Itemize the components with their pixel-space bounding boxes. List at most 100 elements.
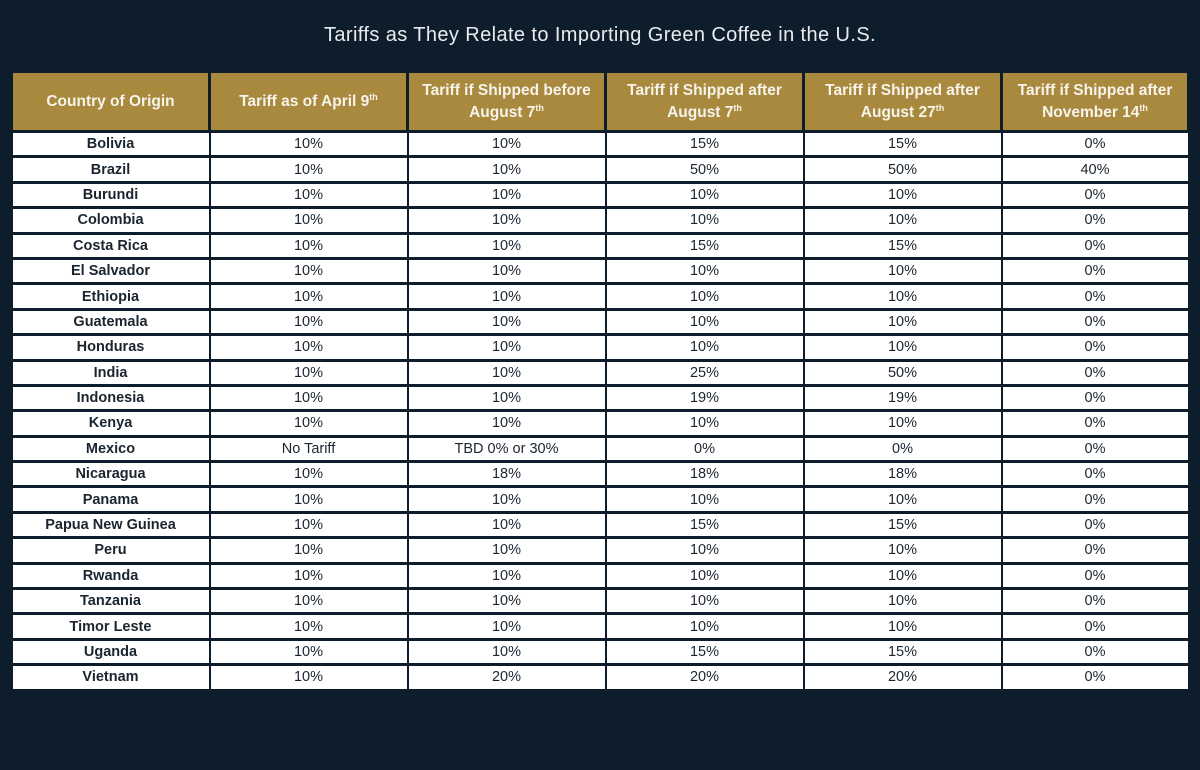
tariff-cell: 0% — [1000, 282, 1190, 311]
tariff-cell: 10% — [208, 561, 409, 591]
tariff-cell: 10% — [208, 587, 409, 616]
country-cell: Tanzania — [10, 587, 211, 616]
tariff-cell: 10% — [604, 206, 805, 235]
tariff-cell: 10% — [604, 536, 805, 565]
tariff-cell: 10% — [604, 485, 805, 514]
tariff-cell: 15% — [802, 129, 1003, 159]
tariff-cell: 10% — [208, 637, 409, 667]
tariff-cell: 10% — [406, 256, 607, 286]
tariff-cell: 10% — [208, 206, 409, 235]
tariff-cell: 10% — [208, 510, 409, 540]
table-row: Burundi 10% 10% 10% 10% 0% — [10, 180, 1190, 210]
tariff-cell: 10% — [604, 180, 805, 210]
tariff-cell: 10% — [208, 612, 409, 641]
tariff-cell: 15% — [604, 231, 805, 260]
tariff-cell: 10% — [406, 129, 607, 159]
tariff-cell: 10% — [802, 307, 1003, 337]
tariff-cell: 0% — [1000, 663, 1190, 692]
country-cell: Kenya — [10, 409, 211, 438]
country-cell: Brazil — [10, 155, 211, 184]
tariff-cell: 10% — [406, 307, 607, 337]
tariff-cell: 10% — [406, 206, 607, 235]
table-row: Vietnam 10% 20% 20% 20% 0% — [10, 663, 1190, 692]
country-cell: Vietnam — [10, 663, 211, 692]
table-row: Bolivia 10% 10% 15% 15% 0% — [10, 129, 1190, 159]
tariff-cell: 0% — [1000, 358, 1190, 387]
tariff-cell: 10% — [406, 409, 607, 438]
country-cell: Mexico — [10, 434, 211, 464]
tariff-cell: 15% — [604, 129, 805, 159]
column-header-label: Tariff if Shipped after August 27 — [825, 81, 980, 121]
country-cell: Panama — [10, 485, 211, 514]
tariff-cell: 0% — [1000, 307, 1190, 337]
tariff-cell: No Tariff — [208, 434, 409, 464]
tariff-cell: 10% — [208, 485, 409, 514]
tariff-cell: 10% — [208, 409, 409, 438]
tariff-cell: 10% — [406, 536, 607, 565]
tariff-cell: 10% — [406, 612, 607, 641]
table-row: Ethiopia 10% 10% 10% 10% 0% — [10, 282, 1190, 311]
table-row: Indonesia 10% 10% 19% 19% 0% — [10, 383, 1190, 413]
tariff-cell: 15% — [604, 510, 805, 540]
column-header-label: Tariff if Shipped before August 7 — [422, 81, 591, 121]
title-band: Tariffs as They Relate to Importing Gree… — [0, 0, 1200, 70]
tariff-cell: 10% — [604, 561, 805, 591]
country-cell: Rwanda — [10, 561, 211, 591]
tariff-cell: 19% — [802, 383, 1003, 413]
tariff-cell: 10% — [208, 536, 409, 565]
tariff-cell: 10% — [406, 510, 607, 540]
tariff-cell: 20% — [802, 663, 1003, 692]
tariff-cell: 0% — [1000, 485, 1190, 514]
tariff-cell: 10% — [802, 256, 1003, 286]
tariff-cell: 10% — [802, 409, 1003, 438]
tariff-cell: TBD 0% or 30% — [406, 434, 607, 464]
tariff-cell: 0% — [1000, 460, 1190, 489]
tariff-cell: 10% — [802, 587, 1003, 616]
page-title: Tariffs as They Relate to Importing Gree… — [323, 23, 877, 46]
country-cell: Bolivia — [10, 129, 211, 159]
tariff-cell: 0% — [1000, 180, 1190, 210]
country-cell: Nicaragua — [10, 460, 211, 489]
table-row: Tanzania 10% 10% 10% 10% 0% — [10, 587, 1190, 616]
tariff-cell: 50% — [802, 155, 1003, 184]
tariff-cell: 40% — [1000, 155, 1190, 184]
tariff-cell: 10% — [208, 256, 409, 286]
tariff-cell: 0% — [1000, 536, 1190, 565]
table-row: Papua New Guinea 10% 10% 15% 15% 0% — [10, 510, 1190, 540]
tariff-cell: 10% — [802, 536, 1003, 565]
tariff-cell: 0% — [1000, 333, 1190, 362]
table-row: India 10% 10% 25% 50% 0% — [10, 358, 1190, 387]
tariff-cell: 10% — [604, 256, 805, 286]
country-cell: El Salvador — [10, 256, 211, 286]
tariff-cell: 10% — [802, 485, 1003, 514]
tariff-cell: 10% — [604, 409, 805, 438]
tariff-cell: 10% — [208, 231, 409, 260]
table-row: Rwanda 10% 10% 10% 10% 0% — [10, 561, 1190, 591]
country-cell: Uganda — [10, 637, 211, 667]
column-header-1: Tariff as of April 9th — [208, 70, 409, 133]
column-header-4: Tariff if Shipped after August 27th — [802, 70, 1003, 133]
tariff-cell: 15% — [802, 510, 1003, 540]
tariff-cell: 10% — [208, 155, 409, 184]
tariff-cell: 0% — [1000, 231, 1190, 260]
country-cell: Timor Leste — [10, 612, 211, 641]
tariff-cell: 10% — [208, 180, 409, 210]
tariff-cell: 10% — [406, 587, 607, 616]
tariff-cell: 15% — [802, 231, 1003, 260]
column-header-5: Tariff if Shipped after November 14th — [1000, 70, 1190, 133]
table-row: Guatemala 10% 10% 10% 10% 0% — [10, 307, 1190, 337]
tariff-cell: 10% — [604, 587, 805, 616]
country-cell: Ethiopia — [10, 282, 211, 311]
column-header-2: Tariff if Shipped before August 7th — [406, 70, 607, 133]
tariff-cell: 0% — [1000, 637, 1190, 667]
tariff-cell: 10% — [604, 307, 805, 337]
column-header-label: Tariff if Shipped after November 14 — [1017, 81, 1173, 121]
tariff-cell: 15% — [604, 637, 805, 667]
tariff-cell: 25% — [604, 358, 805, 387]
ordinal-suffix: th — [369, 91, 378, 102]
tariff-cell: 20% — [604, 663, 805, 692]
ordinal-suffix: th — [733, 102, 742, 113]
tariff-cell: 10% — [406, 333, 607, 362]
tariff-cell: 10% — [802, 206, 1003, 235]
table-row: Colombia 10% 10% 10% 10% 0% — [10, 206, 1190, 235]
